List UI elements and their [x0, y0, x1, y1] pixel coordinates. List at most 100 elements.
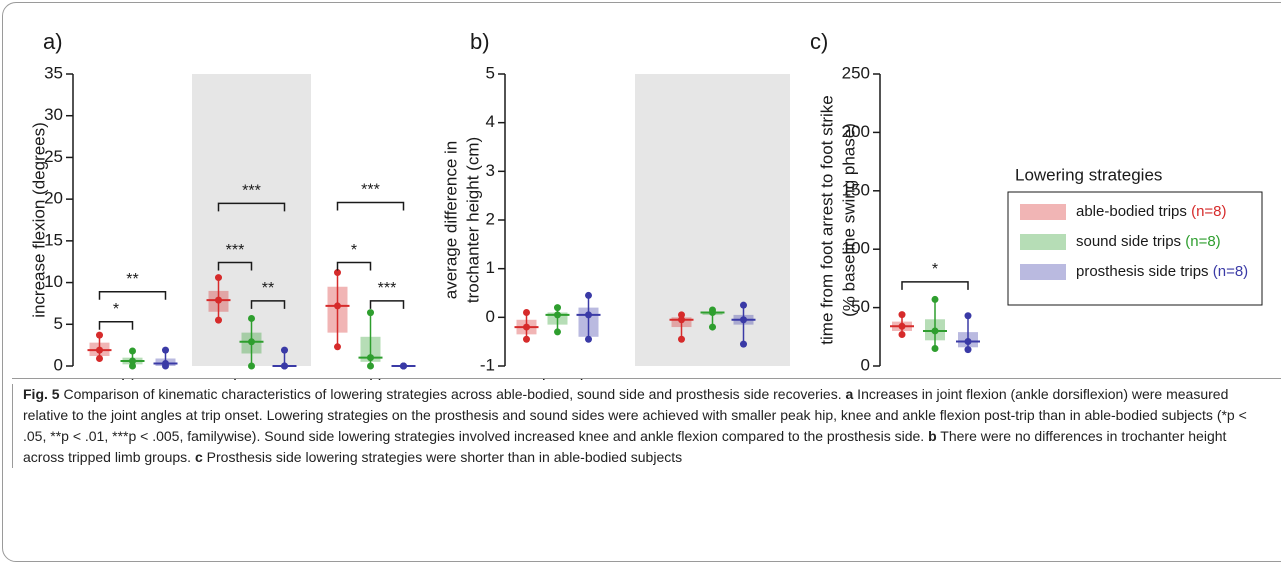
legend-sample: (n=8) — [1191, 203, 1226, 220]
point — [334, 343, 341, 351]
y-tick-label: 250 — [842, 63, 870, 82]
point — [162, 359, 169, 367]
point — [129, 347, 136, 355]
caption-text: Comparison of kinematic characteristics … — [59, 386, 846, 402]
y-axis-label: time from foot arrest to foot strike — [817, 95, 836, 344]
significance-bracket — [98, 290, 167, 300]
point — [585, 311, 592, 319]
y-axis-label: trochanter height (cm) — [463, 137, 482, 303]
point — [709, 308, 716, 316]
point — [367, 354, 374, 362]
y-tick-label: 5 — [54, 314, 63, 333]
y-axis-label: (% baseline swing phase) — [839, 123, 858, 317]
y-tick-label: 5 — [486, 63, 495, 82]
point — [367, 362, 374, 370]
y-tick-label: 15 — [44, 230, 63, 249]
caption-text: c — [194, 449, 203, 465]
significance-label: ** — [262, 280, 274, 297]
point — [129, 357, 136, 365]
point — [585, 335, 592, 343]
point — [554, 304, 561, 312]
point — [964, 337, 972, 345]
point — [215, 274, 222, 282]
y-axis-label: increase flexion (degrees) — [29, 122, 48, 318]
y-tick-label: 200 — [842, 122, 870, 141]
point — [248, 314, 255, 322]
significance-bracket — [217, 202, 286, 212]
panel-label: c) — [810, 29, 828, 54]
y-tick-label: 1 — [486, 258, 495, 277]
significance-bracket — [336, 201, 405, 211]
legend-name: prosthesis side trips — [1076, 263, 1209, 280]
point — [334, 302, 341, 310]
point — [248, 338, 255, 346]
point — [678, 311, 685, 319]
significance-label: *** — [226, 242, 245, 259]
y-tick-label: 0 — [861, 355, 870, 374]
significance-label: * — [113, 301, 119, 318]
point — [523, 323, 530, 331]
point — [96, 331, 103, 339]
legend-swatch — [1020, 264, 1066, 280]
significance-bracket — [336, 261, 372, 271]
y-tick-label: 100 — [842, 239, 870, 258]
caption: Fig. 5 Comparison of kinematic character… — [12, 384, 1268, 468]
point — [367, 309, 374, 317]
caption-text: Prosthesis side lowering strategies were… — [202, 449, 683, 465]
significance-label: *** — [361, 182, 380, 199]
chart: a)increase flexion (degrees)051015202530… — [29, 29, 1263, 380]
point — [678, 335, 685, 343]
significance-bracket — [250, 300, 286, 309]
caption-text: There were no differences in trochanter … — [23, 428, 1231, 465]
point — [740, 316, 747, 324]
caption-rule — [12, 378, 1281, 379]
point — [964, 346, 972, 354]
point — [964, 312, 972, 320]
point — [281, 346, 288, 354]
panel-label: b) — [470, 29, 490, 54]
caption-text: Increases in joint flexion (ankle dorsif… — [23, 386, 1251, 444]
y-tick-label: 3 — [486, 161, 495, 180]
point — [931, 327, 939, 335]
significance-bracket — [217, 261, 253, 271]
panel-label: a) — [43, 29, 63, 54]
y-tick-label: 150 — [842, 180, 870, 199]
y-tick-label: 2 — [486, 209, 495, 228]
point — [96, 354, 103, 362]
point — [740, 301, 747, 309]
x-tick-label: knee — [233, 375, 270, 380]
point — [215, 316, 222, 324]
legend-name: able-bodied trips — [1076, 203, 1187, 220]
point — [554, 328, 561, 336]
caption-text: Fig. 5 — [23, 386, 60, 402]
point — [740, 340, 747, 348]
legend-sample: (n=8) — [1213, 263, 1248, 280]
point — [678, 316, 685, 324]
legend-entry: prosthesis side trips (n=8) — [1076, 263, 1248, 280]
x-tick-label: ankle — [350, 375, 391, 380]
y-axis-label: average difference in — [441, 141, 460, 299]
y-tick-label: 0 — [54, 355, 63, 374]
point — [129, 362, 136, 370]
point — [281, 362, 288, 370]
legend-sample: (n=8) — [1185, 233, 1220, 250]
box — [327, 286, 348, 333]
significance-label: *** — [242, 183, 261, 200]
y-tick-label: 50 — [851, 297, 870, 316]
point — [709, 323, 716, 331]
point — [898, 330, 906, 338]
point — [554, 311, 561, 319]
box — [360, 336, 381, 362]
significance-label: *** — [378, 280, 397, 297]
point — [898, 322, 906, 330]
point — [334, 269, 341, 277]
point — [898, 311, 906, 319]
point — [931, 295, 939, 303]
legend-entry: able-bodied trips (n=8) — [1076, 203, 1227, 220]
y-tick-label: 25 — [44, 147, 63, 166]
legend-name: sound side trips — [1076, 233, 1181, 250]
point — [523, 308, 530, 316]
legend-swatch — [1020, 234, 1066, 250]
